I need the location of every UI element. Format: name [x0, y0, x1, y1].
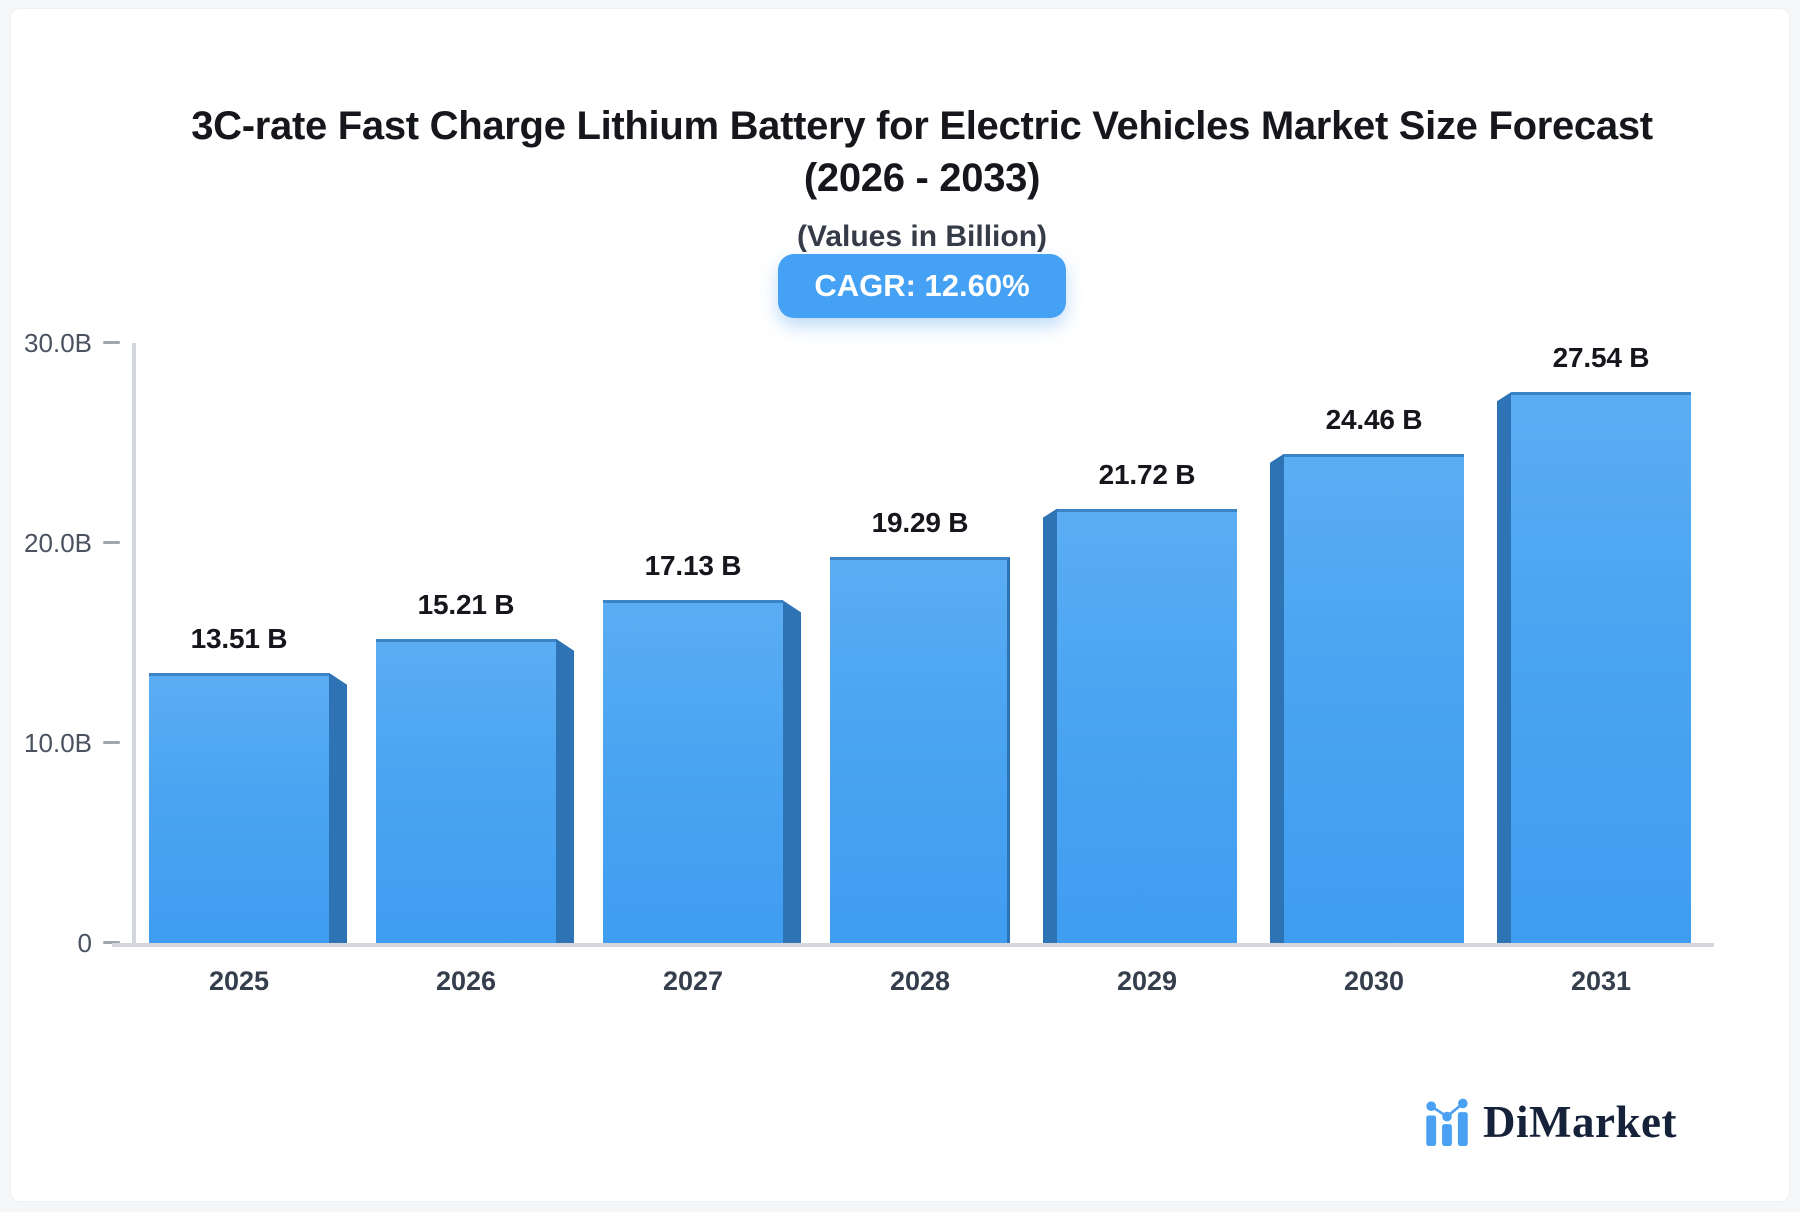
y-axis-label: 0 [77, 928, 92, 958]
y-axis-tick-mark [103, 541, 120, 544]
bar-side-face [329, 672, 347, 945]
bar-side-face [1270, 453, 1284, 945]
x-axis-line [112, 943, 1714, 947]
cagr-badge: CAGR: 12.60% [778, 254, 1066, 318]
brand-logo: DiMarket [1424, 1094, 1677, 1150]
brand-name: DiMarket [1483, 1097, 1677, 1147]
x-axis-label: 2031 [1570, 966, 1632, 996]
bar-2027 [603, 600, 783, 945]
bar-value-label: 15.21 B [417, 588, 515, 620]
y-axis-tick-mark [103, 941, 120, 944]
bar-value-label: 27.54 B [1552, 342, 1650, 374]
bar-value-label: 21.72 B [1098, 458, 1196, 490]
bar-side-face [1043, 508, 1057, 945]
bar-2028 [830, 557, 1010, 945]
y-axis-label: 20.0B [24, 528, 92, 558]
x-axis-label: 2026 [435, 966, 497, 996]
x-axis-label: 2030 [1343, 966, 1405, 996]
bar-2025 [149, 672, 329, 945]
cagr-badge-wrap: CAGR: 12.60% [132, 254, 1712, 318]
bar-2026 [376, 638, 556, 945]
y-axis-tick-mark [103, 341, 120, 344]
x-axis-label: 2028 [889, 966, 951, 996]
bar-2029 [1057, 508, 1237, 945]
chart-title-line2: (2026 - 2033) [803, 156, 1041, 200]
bar-value-label: 17.13 B [644, 550, 742, 582]
chart-title-line1: 3C-rate Fast Charge Lithium Battery for … [191, 104, 1653, 148]
y-axis-tick-mark [103, 741, 120, 744]
bar-side-face [556, 638, 574, 945]
x-axis-label: 2029 [1116, 966, 1178, 996]
y-axis-label: 10.0B [24, 728, 92, 758]
bar-2031 [1511, 392, 1691, 945]
bar-side-face [783, 600, 801, 945]
bar-value-label: 13.51 B [190, 622, 288, 654]
x-axis-label: 2025 [208, 966, 270, 996]
bar-value-label: 24.46 B [1325, 403, 1423, 435]
bar-2030 [1284, 453, 1464, 945]
chart-subtitle: (Values in Billion) [796, 220, 1048, 253]
bar-side-face [1497, 392, 1511, 945]
y-axis-label: 30.0B [24, 328, 92, 358]
x-axis-label: 2027 [662, 966, 724, 996]
brand-chart-icon [1426, 1098, 1468, 1146]
bar-value-label: 19.29 B [871, 507, 969, 539]
y-axis-line [132, 343, 136, 947]
